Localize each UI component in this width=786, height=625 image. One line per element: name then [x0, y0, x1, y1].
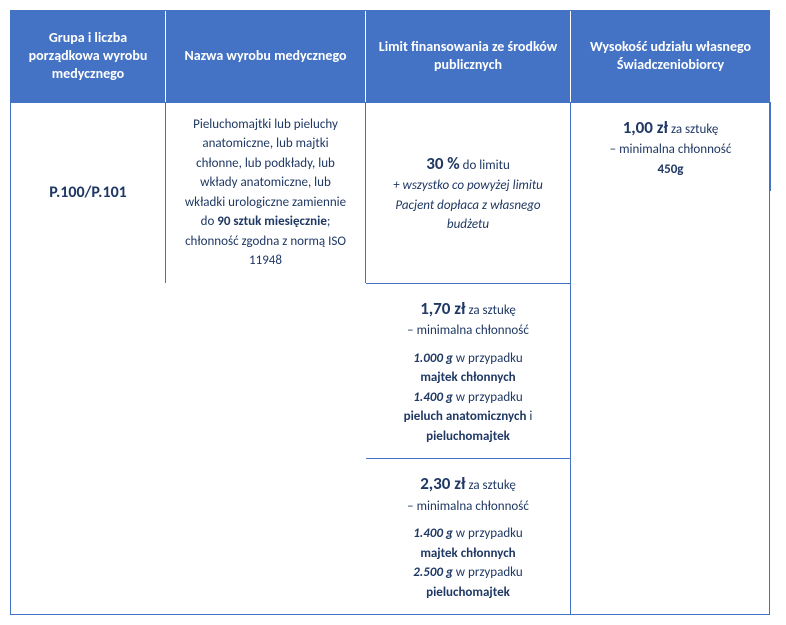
- tier2-case1a: w przypadku: [453, 351, 523, 366]
- tier2-g2: 1.400 g: [413, 390, 453, 405]
- tier2-case2a: w przypadku: [453, 390, 523, 405]
- tier2-price: 1,70 zł: [420, 298, 465, 319]
- tier3-case2a: w przypadku: [453, 565, 523, 580]
- tier3-case2b: pieluchomajtek: [426, 585, 510, 600]
- own-pct: 30 %: [426, 153, 459, 174]
- tier2-sub: – minimalna chłonność: [407, 321, 529, 341]
- tier3-per: za sztukę: [466, 478, 516, 493]
- tier3-case1b: majtek chłonnych: [420, 546, 515, 561]
- own-note: + wszystko co powyżej limitu Pacjent dop…: [376, 176, 560, 235]
- product-name: Pieluchomajtki lub pieluchy anatomiczne,…: [166, 102, 366, 283]
- reimbursement-table: Grupa i liczba porządkowa wyrobu medyczn…: [10, 10, 770, 615]
- tier1-price: 1,00 zł: [623, 117, 668, 138]
- limit-tier-3: 2,30 zł za sztukę – minimalna chłonność …: [366, 458, 571, 614]
- tier3-g2: 2.500 g: [413, 565, 453, 580]
- tier1-sub: – minimalna chłonność: [610, 140, 732, 160]
- tier2-per: za sztukę: [466, 303, 516, 318]
- tier3-price: 2,30 zł: [420, 473, 465, 494]
- limit-tier-1: 1,00 zł za sztukę – minimalna chłonność …: [571, 102, 771, 192]
- tier2-case1b: majtek chłonnych: [420, 370, 515, 385]
- tier3-g1: 1.400 g: [413, 526, 453, 541]
- header-limit: Limit finansowania ze środków publicznyc…: [366, 11, 571, 102]
- tier2-case2c: pieluchomajtek: [426, 429, 510, 444]
- tier3-sub: – minimalna chłonność: [407, 497, 529, 517]
- own-to-limit: do limitu: [460, 158, 510, 173]
- header-name: Nazwa wyrobu medycznego: [166, 11, 366, 102]
- tier2-and: i: [526, 409, 532, 424]
- group-code: P.100/P.101: [11, 102, 166, 283]
- tier2-g1: 1.000 g: [413, 351, 453, 366]
- name-pre: Pieluchomajtki lub pieluchy anatomiczne,…: [185, 117, 346, 230]
- limit-tier-2: 1,70 zł za sztukę – minimalna chłonność …: [366, 283, 571, 459]
- tier1-per: za sztukę: [668, 122, 718, 137]
- tier1-g: 450g: [658, 160, 684, 180]
- tier3-case1a: w przypadku: [453, 526, 523, 541]
- name-bold: 90 sztuk miesięcznie: [217, 214, 327, 229]
- header-group: Grupa i liczba porządkowa wyrobu medyczn…: [11, 11, 166, 102]
- tier2-case2b: pieluch anatomicznych: [404, 409, 527, 424]
- own-share: 30 % do limitu + wszystko co powyżej lim…: [366, 102, 571, 283]
- header-own-share: Wysokość udziału własnego Świadczeniobio…: [571, 11, 771, 102]
